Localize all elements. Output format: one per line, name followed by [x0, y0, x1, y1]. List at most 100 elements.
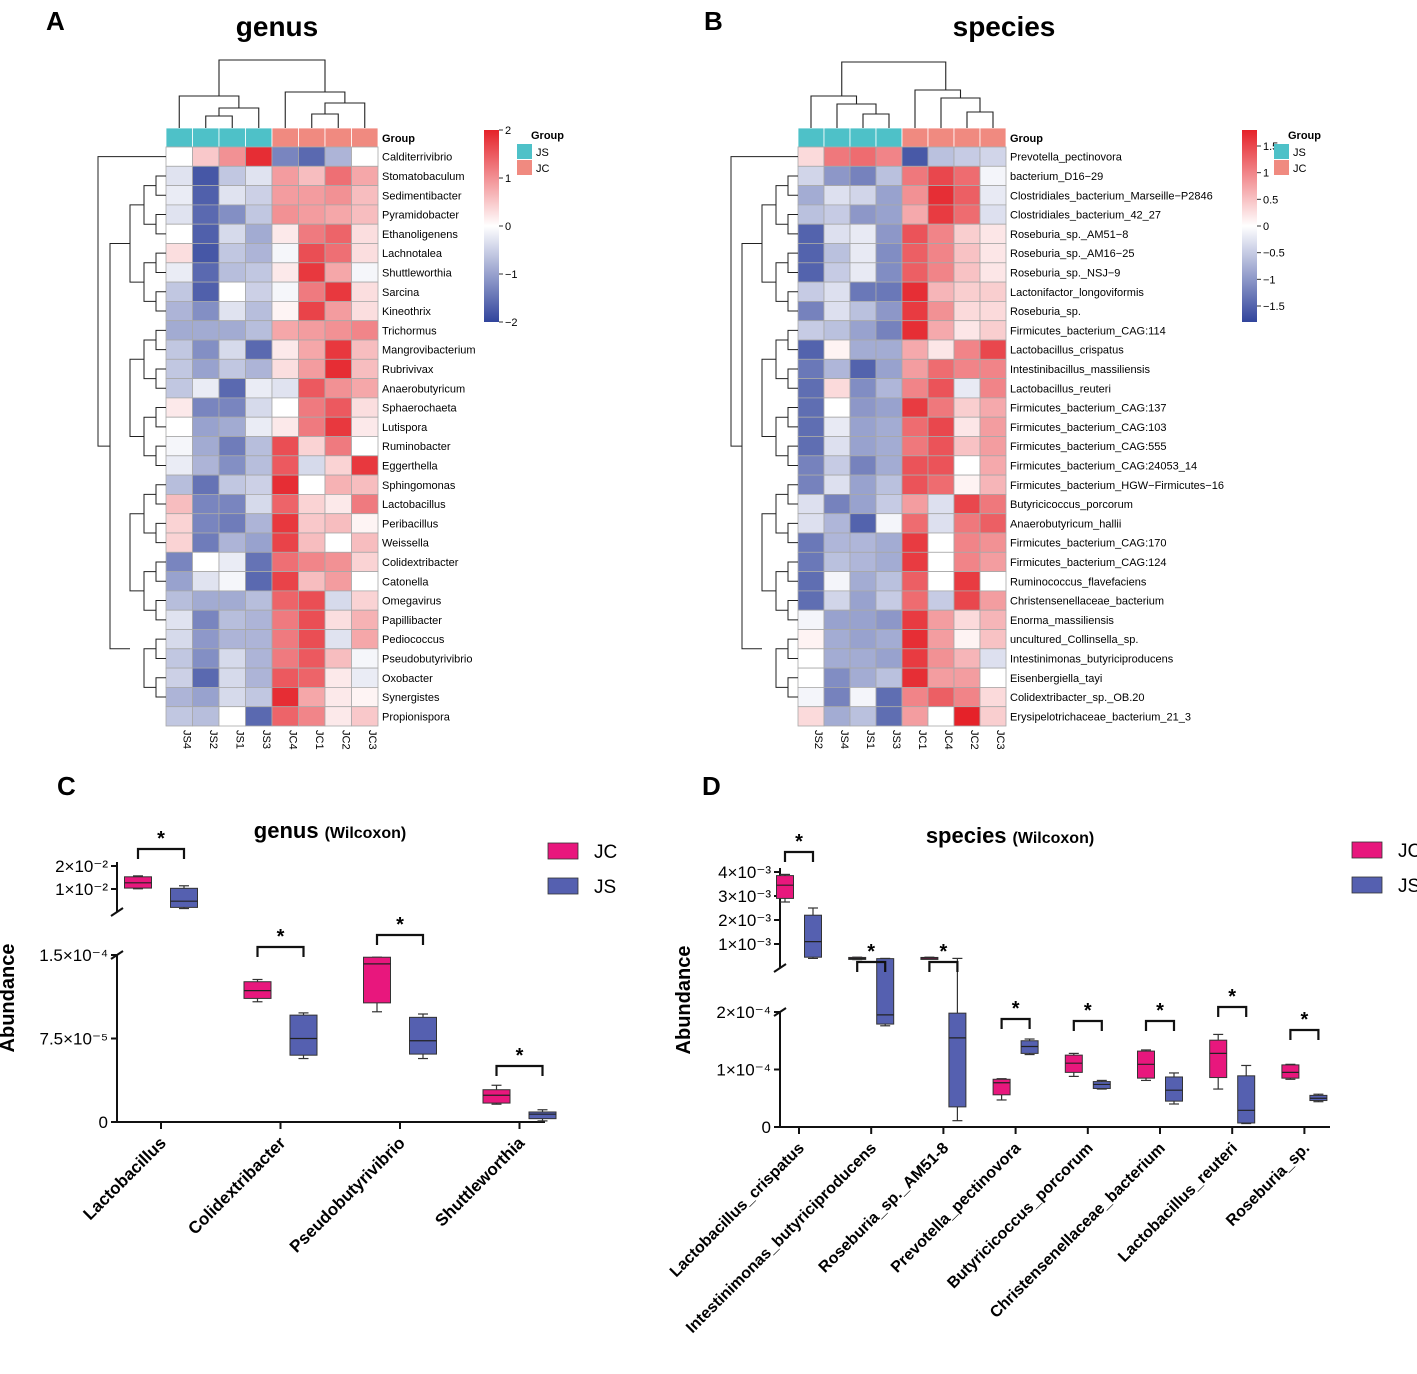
heatmap-cell	[823, 493, 851, 515]
heatmap-cell	[324, 416, 352, 437]
dendrogram-branch	[178, 95, 240, 128]
dendrogram-branch	[787, 445, 798, 466]
row-label: Catonella	[382, 576, 429, 588]
y-tick-label: 2×10⁻⁴	[716, 1003, 771, 1022]
row-label: Synergistes	[382, 692, 440, 704]
heatmap-cell	[218, 648, 246, 669]
heatmap-cell	[927, 629, 955, 650]
row-label: Shuttleworthia	[382, 267, 453, 279]
heatmap-cell	[245, 667, 273, 688]
heatmap-cell	[927, 648, 955, 669]
y-axis-label: Abundance	[0, 944, 19, 1053]
significance-star: *	[396, 914, 404, 936]
heatmap-cell	[797, 513, 825, 534]
heatmap-cell	[324, 339, 352, 360]
heatmap-cell	[901, 300, 929, 322]
heatmap-cell	[165, 609, 193, 630]
heatmap-cell	[192, 455, 220, 476]
heatmap-cell	[271, 300, 299, 322]
dendrogram-branch	[810, 95, 858, 128]
heatmap-cell	[351, 300, 379, 322]
heatmap-cell	[218, 629, 246, 650]
column-label: JS4	[838, 730, 850, 749]
row-label: Oxobacter	[382, 673, 433, 685]
box-jc	[992, 1078, 1011, 1096]
row-label: Eggerthella	[382, 460, 439, 472]
dendrogram-branch	[761, 513, 776, 592]
heatmap-cell	[901, 397, 929, 418]
row-label: Firmicutes_bacterium_CAG:114	[1010, 325, 1166, 337]
heatmap-cell	[271, 339, 299, 360]
dendrogram-branch	[730, 156, 798, 447]
heatmap-cell	[165, 320, 193, 341]
heatmap-cell	[823, 667, 851, 688]
heatmap-cell	[875, 532, 903, 553]
heatmap-cell	[927, 358, 955, 379]
row-label: Pseudobutyrivibrio	[382, 653, 473, 665]
heatmap-cell	[271, 687, 299, 708]
heatmap-cell	[849, 378, 877, 399]
category-label: Colidextribacter	[184, 1133, 289, 1238]
heatmap-cell	[218, 378, 246, 399]
heatmap-cell	[849, 590, 877, 611]
row-label: Eisenbergiella_tayi	[1010, 673, 1102, 685]
heatmap-cell	[165, 513, 193, 534]
heatmap-cell	[245, 532, 273, 553]
heatmap-cell	[927, 609, 955, 630]
legend-swatch-js	[1351, 876, 1383, 894]
heatmap-cell	[218, 590, 246, 611]
heatmap-cell	[324, 378, 352, 399]
heatmap-cell	[218, 513, 246, 534]
dendrogram-branch	[940, 97, 981, 128]
heatmap-cell	[298, 243, 326, 264]
heatmap-cell	[165, 455, 193, 476]
heatmap-cell	[218, 455, 246, 476]
heatmap-cell	[324, 300, 352, 322]
row-label: Lactobacillus	[382, 499, 446, 511]
heatmap-cell	[797, 185, 825, 206]
dendrogram-branch	[775, 339, 788, 380]
heatmap-cell	[797, 629, 825, 650]
legend-label: JS	[1293, 147, 1306, 159]
heatmap-cell	[351, 358, 379, 379]
heatmap-cell	[351, 687, 379, 708]
row-label: Mangrovibacterium	[382, 345, 476, 357]
heatmap-cell	[797, 706, 825, 727]
heatmap-cell	[165, 532, 193, 553]
heatmap-cell	[797, 243, 825, 264]
dendrogram-branch	[155, 214, 166, 235]
heatmap-cell	[849, 223, 877, 244]
row-label: Firmicutes_bacterium_HGW−Firmicutes−16	[1010, 480, 1224, 492]
heatmap-cell	[298, 667, 326, 688]
heatmap-cell	[875, 416, 903, 437]
heatmap-cell	[298, 687, 326, 708]
row-label: Clostridiales_bacterium_42_27	[1010, 210, 1161, 222]
heatmap-cell	[218, 436, 246, 457]
dendrogram-branch	[109, 243, 130, 650]
heatmap-cell	[192, 243, 220, 264]
heatmap-cell	[953, 397, 981, 418]
heatmap-cell	[218, 532, 246, 553]
heatmap-cell	[797, 281, 825, 302]
heatmap-cell	[351, 648, 379, 669]
dendrogram-branch	[324, 102, 366, 128]
heatmap-cell	[979, 165, 1007, 187]
row-label: Stomatobaculum	[382, 171, 465, 183]
heatmap-cell	[165, 397, 193, 418]
scale-tick-label: 1	[1263, 168, 1269, 180]
heatmap-cell	[823, 262, 851, 283]
heatmap-cell	[927, 416, 955, 437]
significance-star: *	[1156, 1000, 1164, 1022]
heatmap-cell	[901, 474, 929, 495]
heatmap-cell	[953, 687, 981, 708]
dendrogram-branch	[787, 407, 798, 428]
heatmap-cell	[192, 667, 220, 688]
heatmap-cell	[901, 609, 929, 630]
heatmap-cell	[823, 416, 851, 437]
heatmap-cell	[953, 320, 981, 341]
legend-label: JC	[594, 842, 617, 863]
heatmap-cell	[849, 532, 877, 553]
heatmap-cell	[218, 185, 246, 206]
heatmap-cell	[927, 146, 955, 167]
